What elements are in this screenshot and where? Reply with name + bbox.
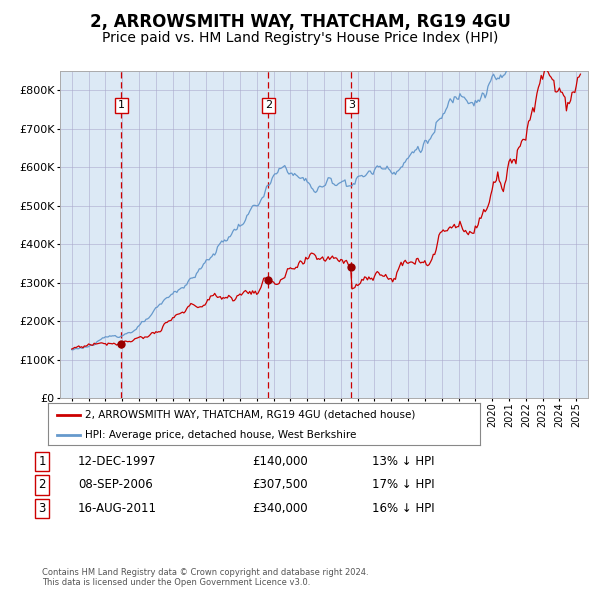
Text: £140,000: £140,000 bbox=[252, 455, 308, 468]
Text: 16% ↓ HPI: 16% ↓ HPI bbox=[372, 502, 434, 515]
Text: 2: 2 bbox=[38, 478, 46, 491]
Text: 1: 1 bbox=[118, 100, 125, 110]
Text: 17% ↓ HPI: 17% ↓ HPI bbox=[372, 478, 434, 491]
Text: 3: 3 bbox=[348, 100, 355, 110]
Text: Price paid vs. HM Land Registry's House Price Index (HPI): Price paid vs. HM Land Registry's House … bbox=[102, 31, 498, 45]
Text: HPI: Average price, detached house, West Berkshire: HPI: Average price, detached house, West… bbox=[85, 430, 356, 440]
Text: £340,000: £340,000 bbox=[252, 502, 308, 515]
Text: 3: 3 bbox=[38, 502, 46, 515]
Text: 1: 1 bbox=[38, 455, 46, 468]
Text: 2: 2 bbox=[265, 100, 272, 110]
Text: 13% ↓ HPI: 13% ↓ HPI bbox=[372, 455, 434, 468]
Text: 08-SEP-2006: 08-SEP-2006 bbox=[78, 478, 153, 491]
Text: Contains HM Land Registry data © Crown copyright and database right 2024.
This d: Contains HM Land Registry data © Crown c… bbox=[42, 568, 368, 587]
Text: 2, ARROWSMITH WAY, THATCHAM, RG19 4GU: 2, ARROWSMITH WAY, THATCHAM, RG19 4GU bbox=[89, 13, 511, 31]
Text: 12-DEC-1997: 12-DEC-1997 bbox=[78, 455, 157, 468]
Text: £307,500: £307,500 bbox=[252, 478, 308, 491]
Text: 2, ARROWSMITH WAY, THATCHAM, RG19 4GU (detached house): 2, ARROWSMITH WAY, THATCHAM, RG19 4GU (d… bbox=[85, 410, 415, 420]
Text: 16-AUG-2011: 16-AUG-2011 bbox=[78, 502, 157, 515]
